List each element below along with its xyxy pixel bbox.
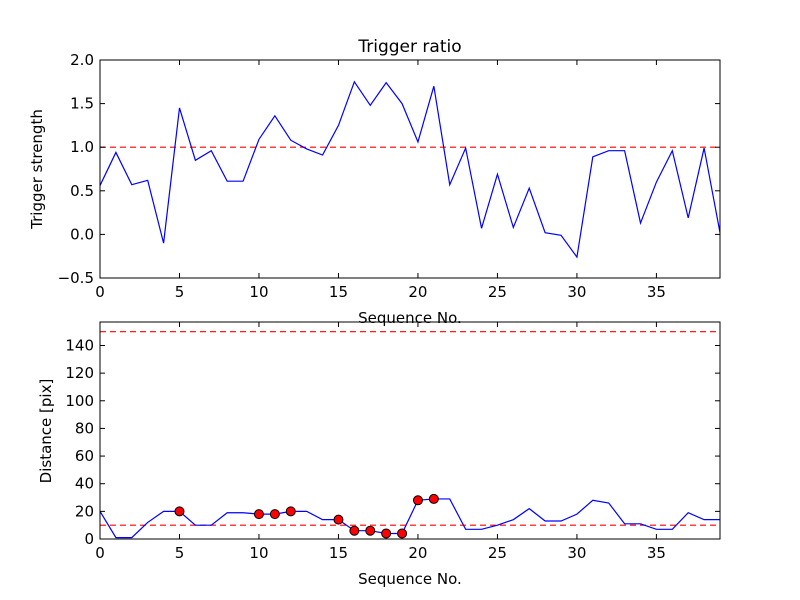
y-tick-label: 80 xyxy=(75,419,94,437)
trigger-ratio-panel: Trigger ratio 0 5 10 15 20 25 30 35 −0.5 0.0 0.5 1.… xyxy=(28,37,721,327)
y-tick-label: 100 xyxy=(65,392,94,410)
plot-frame xyxy=(99,321,721,540)
y-tick-label: −0.5 xyxy=(58,269,94,287)
chart-title: Trigger ratio xyxy=(357,37,461,57)
x-tick-label: 5 xyxy=(175,544,185,562)
x-axis-label: Sequence No. xyxy=(358,309,462,327)
x-tick-label: 10 xyxy=(249,283,268,301)
data-point-marker xyxy=(285,506,296,517)
y-tick-label: 0.5 xyxy=(70,182,94,200)
x-tick-label: 35 xyxy=(647,283,666,301)
distance-panel: 0 5 10 15 20 25 30 35 0 20 40 60 80 100 120 140 Sequenc… xyxy=(37,321,721,588)
y-axis-label: Distance [pix] xyxy=(37,379,55,484)
y-tick-label: 1.0 xyxy=(70,138,94,156)
y-tick-label: 2.0 xyxy=(70,51,94,69)
data-point-marker xyxy=(365,525,376,536)
x-tick-label: 0 xyxy=(95,544,105,562)
y-tick-label: 0.0 xyxy=(70,225,94,243)
y-tick-label: 20 xyxy=(75,502,94,520)
data-point-marker xyxy=(333,514,344,525)
y-tick-label: 120 xyxy=(65,364,94,382)
x-axis-label: Sequence No. xyxy=(358,570,462,588)
data-point-marker xyxy=(269,509,280,520)
x-tick-label: 35 xyxy=(647,544,666,562)
x-tick-label: 25 xyxy=(488,544,507,562)
x-tick-label: 15 xyxy=(329,544,348,562)
x-tick-label: 30 xyxy=(567,283,586,301)
y-axis-label: Trigger strength xyxy=(28,109,46,230)
data-point-marker xyxy=(412,495,423,506)
data-point-marker xyxy=(428,493,439,504)
x-tick-label: 15 xyxy=(329,283,348,301)
data-point-marker xyxy=(349,525,360,536)
x-tick-label: 5 xyxy=(175,283,185,301)
data-point-marker xyxy=(381,528,392,539)
data-point-marker xyxy=(253,509,264,520)
x-tick-label: 20 xyxy=(408,283,427,301)
x-tick-label: 20 xyxy=(408,544,427,562)
y-tick-label: 140 xyxy=(65,336,94,354)
data-point-marker xyxy=(174,506,185,517)
y-tick-label: 0 xyxy=(84,530,94,548)
x-tick-label: 25 xyxy=(488,283,507,301)
series-line xyxy=(99,498,720,539)
y-tick-label: 40 xyxy=(75,475,94,493)
series-line xyxy=(99,80,721,259)
y-tick-label: 60 xyxy=(75,447,94,465)
x-tick-label: 0 xyxy=(95,283,105,301)
x-tick-label: 10 xyxy=(249,544,268,562)
data-point-marker xyxy=(397,528,408,539)
x-tick-label: 30 xyxy=(567,544,586,562)
y-tick-label: 1.5 xyxy=(70,95,94,113)
plot-frame xyxy=(99,59,721,279)
